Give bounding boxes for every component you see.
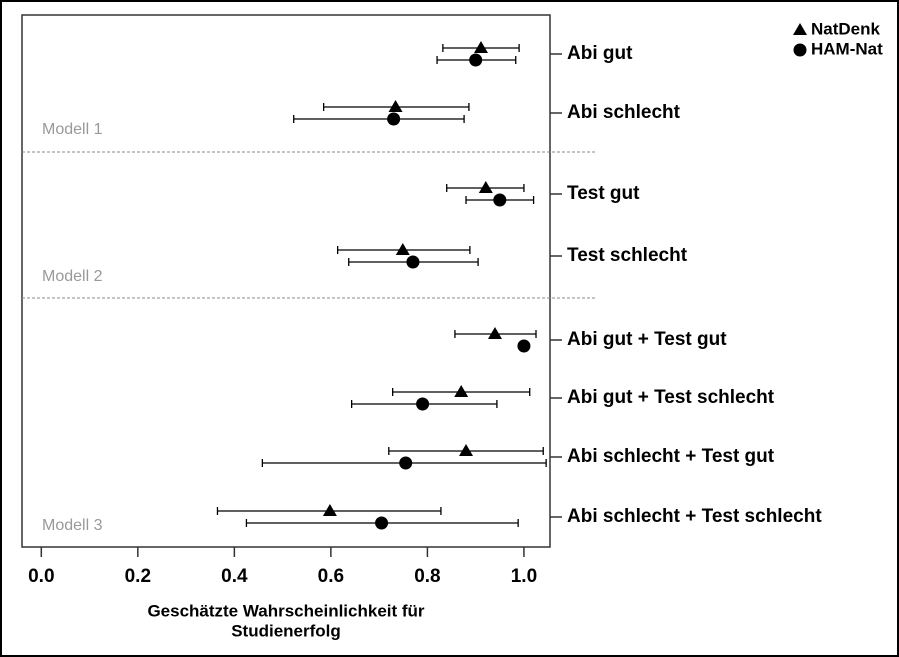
x-tick-label: 0.6 bbox=[318, 566, 344, 587]
legend-marker bbox=[793, 43, 807, 57]
group-label: Modell 2 bbox=[42, 268, 103, 285]
point bbox=[487, 327, 502, 339]
category-label: Test schlecht bbox=[567, 245, 688, 266]
plot-frame bbox=[21, 14, 551, 548]
x-tick-label: 1.0 bbox=[511, 566, 537, 587]
point bbox=[454, 385, 469, 397]
point bbox=[416, 397, 430, 411]
point bbox=[517, 339, 531, 353]
group-label: Modell 3 bbox=[42, 517, 103, 534]
category-label: Abi gut + Test schlecht bbox=[567, 387, 775, 408]
error-bar bbox=[293, 115, 465, 123]
x-tick-label: 0.2 bbox=[125, 566, 151, 587]
point bbox=[387, 112, 401, 126]
legend-label: HAM-Nat bbox=[811, 39, 883, 58]
category-label: Abi schlecht bbox=[567, 102, 681, 123]
point bbox=[459, 444, 474, 456]
group-label: Modell 1 bbox=[42, 121, 103, 138]
x-axis-label: Studienerfolg bbox=[231, 621, 341, 640]
point bbox=[395, 243, 410, 255]
point bbox=[375, 516, 389, 530]
x-tick-label: 0.4 bbox=[221, 566, 248, 587]
point bbox=[478, 181, 493, 193]
point bbox=[388, 100, 403, 112]
x-axis-label: Geschätzte Wahrscheinlichkeit für bbox=[147, 601, 424, 620]
point bbox=[473, 41, 488, 53]
point bbox=[406, 255, 420, 269]
category-label: Abi schlecht + Test schlecht bbox=[567, 506, 822, 527]
point bbox=[469, 53, 483, 67]
category-label: Abi schlecht + Test gut bbox=[567, 446, 775, 467]
point bbox=[322, 504, 337, 516]
legend-label: NatDenk bbox=[811, 19, 881, 38]
category-label: Test gut bbox=[567, 183, 640, 204]
x-tick-label: 0.0 bbox=[28, 566, 54, 587]
legend-marker bbox=[793, 23, 807, 35]
category-label: Abi gut bbox=[567, 43, 633, 64]
category-label: Abi gut + Test gut bbox=[567, 329, 727, 350]
point bbox=[493, 193, 507, 207]
point bbox=[399, 456, 413, 470]
x-tick-label: 0.8 bbox=[414, 566, 440, 587]
